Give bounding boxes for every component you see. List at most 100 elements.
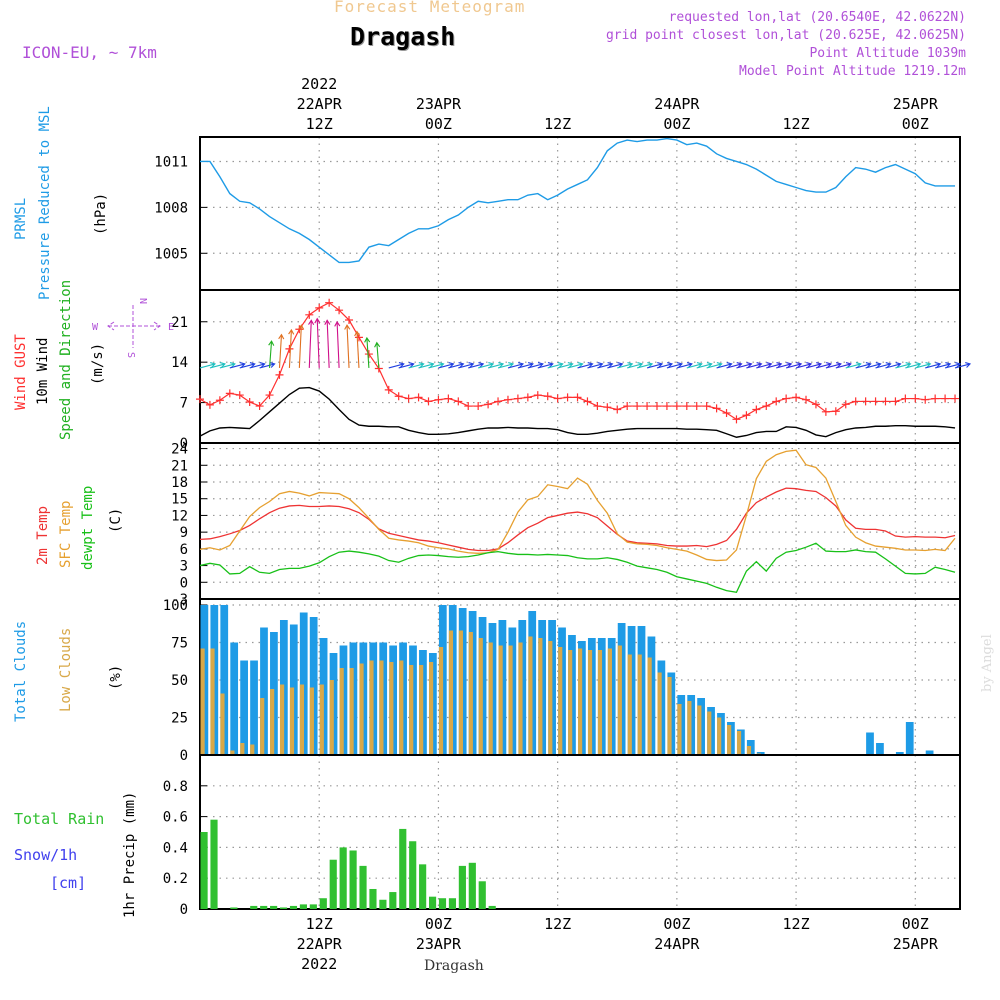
low-cloud-bar xyxy=(419,665,424,755)
wind-vector-head xyxy=(667,362,674,368)
wind-vector-head xyxy=(676,362,683,368)
wind-vector xyxy=(316,318,320,368)
wind-vector-head xyxy=(344,324,351,330)
rain-bar xyxy=(458,865,466,909)
rain-bar xyxy=(389,892,397,909)
wind-unit: (m/s) xyxy=(90,343,106,385)
dewpt-label: dewpt Temp xyxy=(80,486,96,570)
wind-vector-head xyxy=(696,362,703,368)
precip-axis-labels: Total Rain Snow/1h [cm] 1hr Precip (mm) xyxy=(14,792,138,918)
wind-vector xyxy=(507,363,524,369)
gust-marker xyxy=(215,396,224,405)
gust-line xyxy=(199,301,956,421)
low-cloud-bar xyxy=(359,663,364,755)
low-cloud-bar xyxy=(250,744,255,755)
wind-vector-head xyxy=(374,341,381,348)
low-cloud-bar xyxy=(428,662,434,755)
wind-vector-head xyxy=(268,340,275,346)
wind-vector xyxy=(239,363,255,369)
wind-vector xyxy=(944,363,961,369)
top-tick-label: 00Z xyxy=(425,115,452,133)
total-cloud-bar xyxy=(866,732,874,755)
bottom-tick-label: 2022 xyxy=(301,955,337,973)
rain-bar xyxy=(329,859,337,909)
y-tick-label: 25 xyxy=(171,711,188,727)
wind-vector-head xyxy=(498,362,505,368)
gust-marker xyxy=(682,402,691,411)
wind-vector-head xyxy=(567,362,574,368)
gust-marker xyxy=(593,402,602,411)
gust-marker xyxy=(722,408,731,417)
y-tick-label: 21 xyxy=(171,315,188,331)
low-cloud-bar xyxy=(746,746,752,755)
y-tick-label: 0 xyxy=(180,748,188,764)
gust-marker xyxy=(305,310,314,319)
wind-vector-head xyxy=(278,333,285,340)
gust-marker xyxy=(245,398,254,407)
gust-marker xyxy=(782,394,791,403)
wind-vector xyxy=(895,363,911,369)
wind-vectors xyxy=(199,317,972,369)
point-altitude: Point Altitude 1039m xyxy=(809,46,966,61)
panel-pressure: 1005 1008 1011 PRMSL Pressure Reduced to MSL… xyxy=(13,106,961,300)
wind-vector xyxy=(336,321,340,368)
low-cloud-bar xyxy=(260,698,265,755)
rain-bar xyxy=(200,832,208,909)
wind-vector xyxy=(617,363,633,369)
wind-vector-head xyxy=(488,362,495,368)
gust-marker xyxy=(454,397,463,406)
low-cloud-bar xyxy=(667,677,672,755)
bottom-tick-label: 22APR xyxy=(297,935,343,953)
pressure-label-1: PRMSL xyxy=(13,198,29,240)
low-cloud-bar xyxy=(647,657,652,755)
wind-vector-head xyxy=(617,362,624,368)
rain-bar xyxy=(428,896,437,909)
wind-vector-head xyxy=(736,362,743,368)
low-cloud-bar xyxy=(339,668,344,755)
wind-vector xyxy=(845,363,861,369)
top-tick-label: 12Z xyxy=(306,115,333,133)
wind-vector-head xyxy=(895,362,902,368)
wind-vector xyxy=(646,363,663,369)
rain-label: Total Rain xyxy=(14,810,104,828)
wind-vector-head xyxy=(875,362,882,368)
model-label: ICON-EU, ~ 7km xyxy=(22,43,157,62)
wind-vector-head xyxy=(855,362,862,368)
bottom-tick-label: 00Z xyxy=(902,915,929,933)
wind-vector xyxy=(636,363,653,369)
low-cloud-bar xyxy=(518,642,523,755)
wind-vector-head xyxy=(478,362,485,368)
wind-vector-head xyxy=(298,324,305,330)
gust-marker xyxy=(464,402,473,411)
y-tick-label: 6 xyxy=(180,542,188,558)
wind-vector xyxy=(567,363,583,369)
low-cloud-bar xyxy=(558,647,563,755)
bottom-tick-label: 12Z xyxy=(306,915,333,933)
low-cloud-bar xyxy=(220,693,225,755)
total-cloud-bar xyxy=(220,605,229,755)
wind-vector-head xyxy=(334,320,341,327)
gust-marker xyxy=(851,397,860,406)
gust-marker xyxy=(881,397,890,406)
gust-marker xyxy=(752,405,761,414)
wind-vector-head xyxy=(210,362,217,368)
wind-vector-head xyxy=(835,362,842,368)
rain-bar xyxy=(379,899,387,909)
rain-bar xyxy=(250,905,258,909)
gust-marker xyxy=(424,397,433,406)
bottom-tick-label: 00Z xyxy=(425,915,452,933)
gust-marker xyxy=(345,316,354,325)
y-tick-label: 1005 xyxy=(154,246,188,262)
bottom-tick-label: 25APR xyxy=(893,935,939,953)
y-tick-label: 0 xyxy=(180,902,188,918)
wind-vector-head xyxy=(746,362,753,368)
wind-line xyxy=(199,386,956,438)
compass-arrows xyxy=(107,305,161,348)
gust-marker xyxy=(732,415,741,424)
low-cloud-bar xyxy=(587,650,593,755)
wind-vector xyxy=(795,363,812,369)
y-tick-label: 18 xyxy=(171,475,188,491)
top-tick-label: 23APR xyxy=(416,95,462,113)
direction-label: Speed and Direction xyxy=(58,280,74,440)
y-tick-label: 14 xyxy=(171,355,188,371)
